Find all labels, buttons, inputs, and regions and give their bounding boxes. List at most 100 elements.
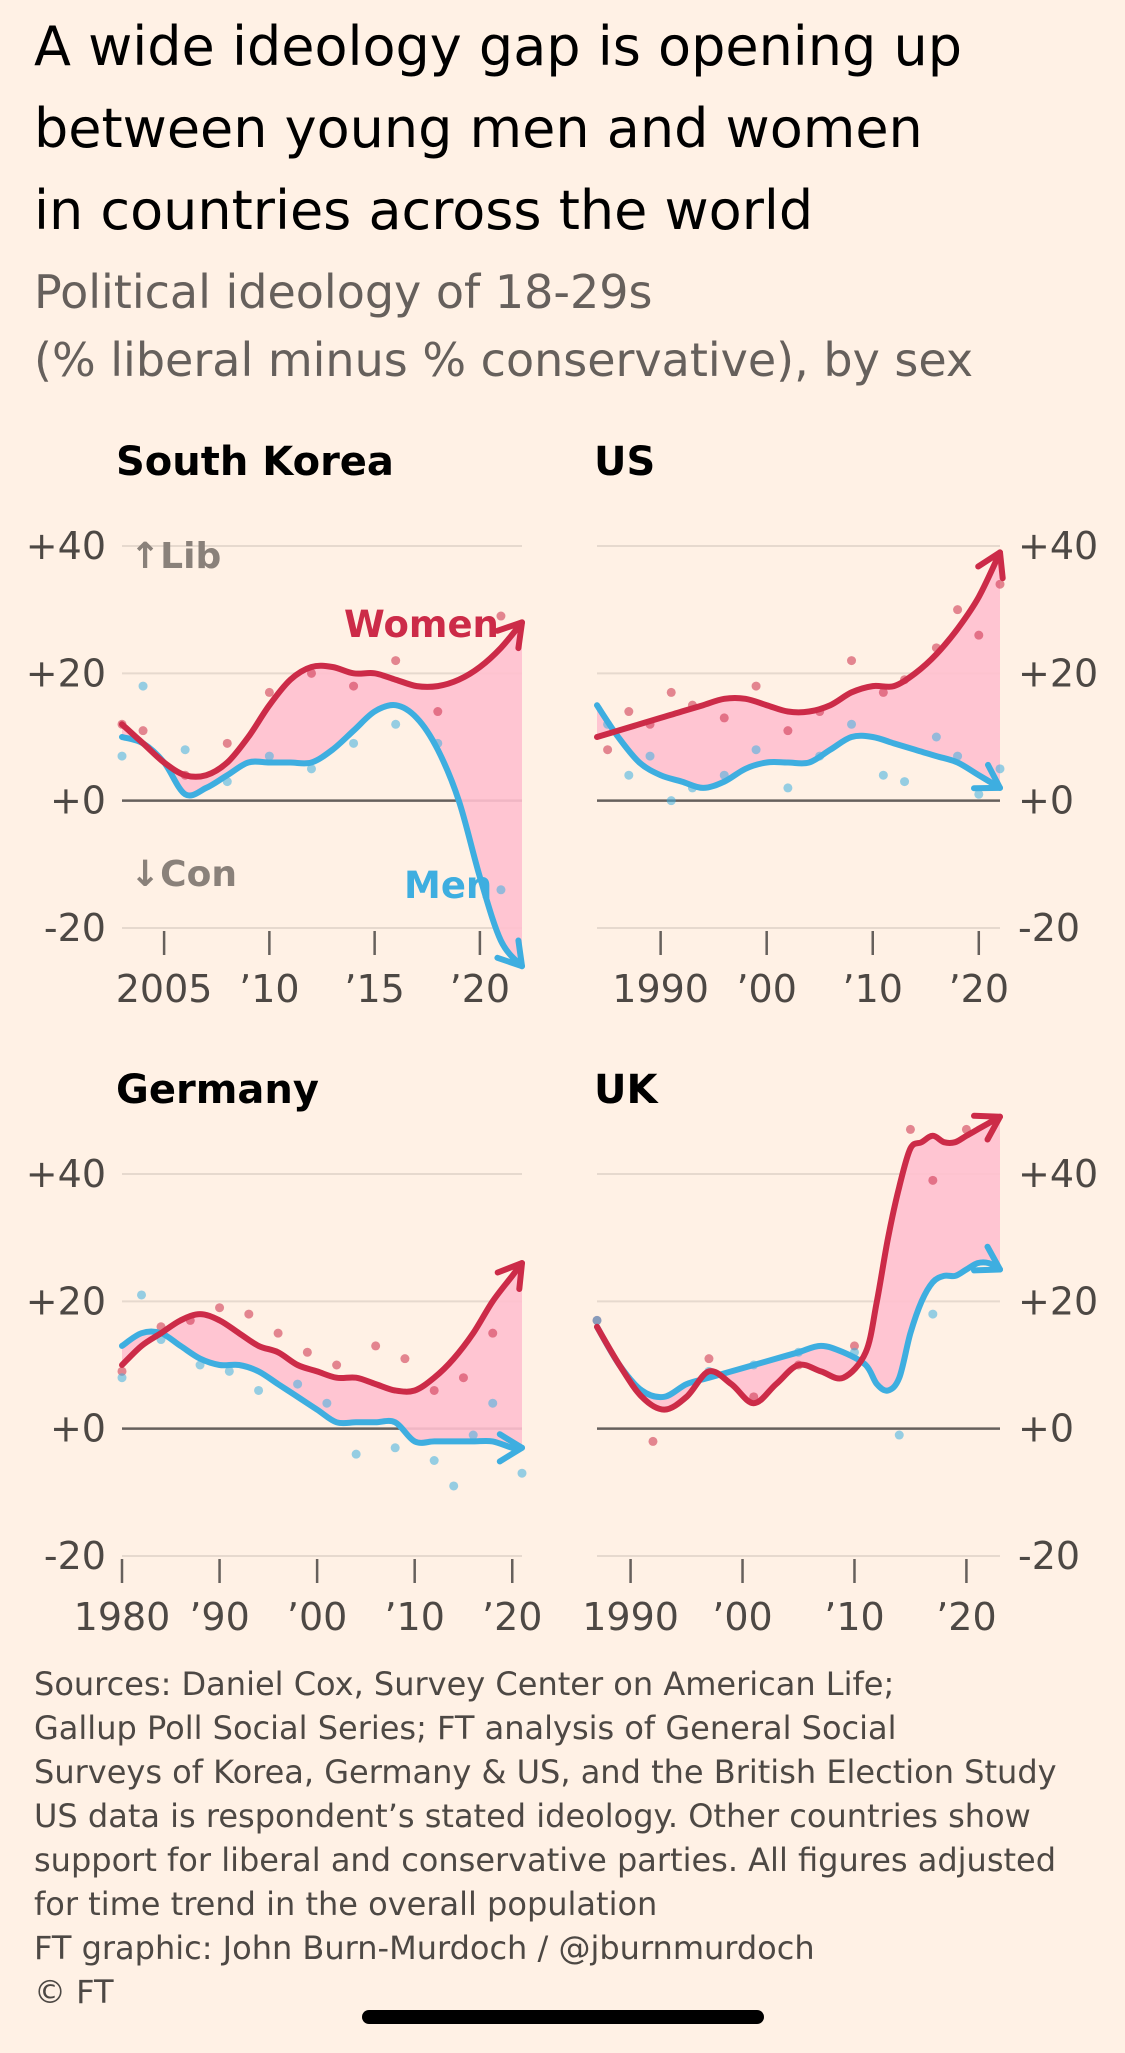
men-scatter-point [953,751,963,761]
women-scatter-point [458,1373,468,1383]
men-arrow-head [971,1243,1003,1274]
women-scatter-point [974,630,984,640]
x-tick-label: ’20 [450,967,510,1011]
y-tick-label: -20 [44,1534,106,1578]
women-scatter-point [849,1341,859,1351]
men-scatter-point [783,783,793,793]
x-tick-label: ’20 [482,1595,542,1639]
men-scatter-point [306,764,316,774]
women-scatter-point [624,707,634,717]
x-tick-label: ’10 [384,1595,444,1639]
men-scatter-point [254,1385,264,1395]
women-scatter-point [704,1354,714,1364]
men-scatter-point [624,770,634,780]
women-scatter-point [138,726,148,736]
men-scatter-point [894,1430,904,1440]
men-scatter-point [592,1315,602,1325]
women-scatter-point [215,1303,225,1313]
x-tick-label: ’00 [712,1595,772,1639]
women-scatter-point [648,1436,658,1446]
men-arrow-head [496,1431,525,1465]
men-series-line [119,701,525,970]
footer-line: Gallup Poll Social Series; FT analysis o… [34,1709,897,1747]
women-scatter-point [391,656,401,666]
gap-fill [122,622,522,967]
y-tick-label: +0 [1018,1407,1074,1451]
y-tick-label: -20 [44,906,106,950]
women-arrow-head [494,619,525,652]
women-arrow-head [975,549,1006,582]
men-scatter-point [517,1468,527,1478]
footer-line: US data is respondent’s stated ideology.… [34,1797,1031,1835]
x-tick-label: 1990 [612,967,709,1011]
title-line: A wide ideology gap is opening up [34,15,962,78]
x-tick-label: ’15 [344,967,404,1011]
women-scatter-point [928,1175,938,1185]
y-tick-label: -20 [1018,906,1080,950]
women-scatter-point [496,611,506,621]
women-series-line [594,549,1003,740]
men-scatter-point [322,1398,332,1408]
women-scatter-point [847,656,857,666]
women-scatter-point [273,1328,283,1338]
women-scatter-point [306,668,316,678]
y-tick-label: -20 [1018,1534,1080,1578]
women-scatter-point [429,1385,439,1395]
x-tick-label: ’10 [824,1595,884,1639]
footer-line: support for liberal and conservative par… [34,1841,1057,1879]
women-scatter-point [719,713,729,723]
panel-title: US [594,439,655,485]
men-scatter-point [349,738,359,748]
y-tick-label: +40 [26,1152,106,1196]
y-tick-label: +40 [1018,524,1098,568]
women-scatter-point [488,1328,498,1338]
x-tick-label: ’10 [843,967,903,1011]
footer-line: FT graphic: John Burn-Murdoch / @jburnmu… [34,1929,815,1967]
y-tick-label: +0 [50,779,106,823]
men-scatter-point [138,681,148,691]
panel-uk: UK +40 +20 +0 -20 1990 ’00 ’10 ’20 [582,1067,1098,1639]
men-scatter-point [449,1481,459,1491]
women-series-line [119,1260,525,1395]
men-series-line [119,1328,525,1452]
men-scatter-point [974,789,984,799]
men-scatter-point [293,1379,303,1389]
panel-title: South Korea [116,439,394,485]
footer-line: for time trend in the overall population [34,1885,658,1923]
women-scatter-point [749,1392,759,1402]
x-tick-label: ’20 [949,967,1009,1011]
men-scatter-point [488,1398,498,1408]
men-scatter-point [137,1290,147,1300]
lib-label: ↑Lib [130,536,221,577]
y-tick-label: +20 [1018,1279,1098,1323]
men-scatter-point [390,1443,400,1453]
men-scatter-point [496,885,506,895]
women-scatter-point [222,738,232,748]
men-scatter-point [931,732,941,742]
women-scatter-point [995,579,1005,589]
y-tick-label: +40 [1018,1152,1098,1196]
gap-fill [597,552,1000,788]
x-tick-label: ’20 [936,1595,996,1639]
men-arrow-head [494,937,525,970]
women-series-line [594,1113,1003,1413]
con-label: ↓Con [130,854,237,895]
women-scatter-point [400,1354,410,1364]
men-series-line [594,702,1003,791]
panel-us: US +40 +20 +0 -20 1990 ’00 ’10 ’20 [594,439,1098,1011]
subtitle-line: Political ideology of 18-29s [34,265,653,319]
women-arrow-head [494,1260,525,1292]
men-scatter-point [117,751,127,761]
men-scatter-point [847,719,857,729]
men-scatter-point [117,1373,127,1383]
home-indicator[interactable] [362,2010,764,2024]
gap-fill [122,1263,522,1449]
men-series-line [594,1259,1003,1401]
women-series-label: Women [344,603,499,646]
x-tick-label: ’00 [287,1595,347,1639]
women-scatter-point [433,707,443,717]
men-scatter-point [751,745,761,755]
footer-line: Surveys of Korea, Germany & US, and the … [34,1753,1057,1791]
x-tick-label: 1980 [74,1595,171,1639]
